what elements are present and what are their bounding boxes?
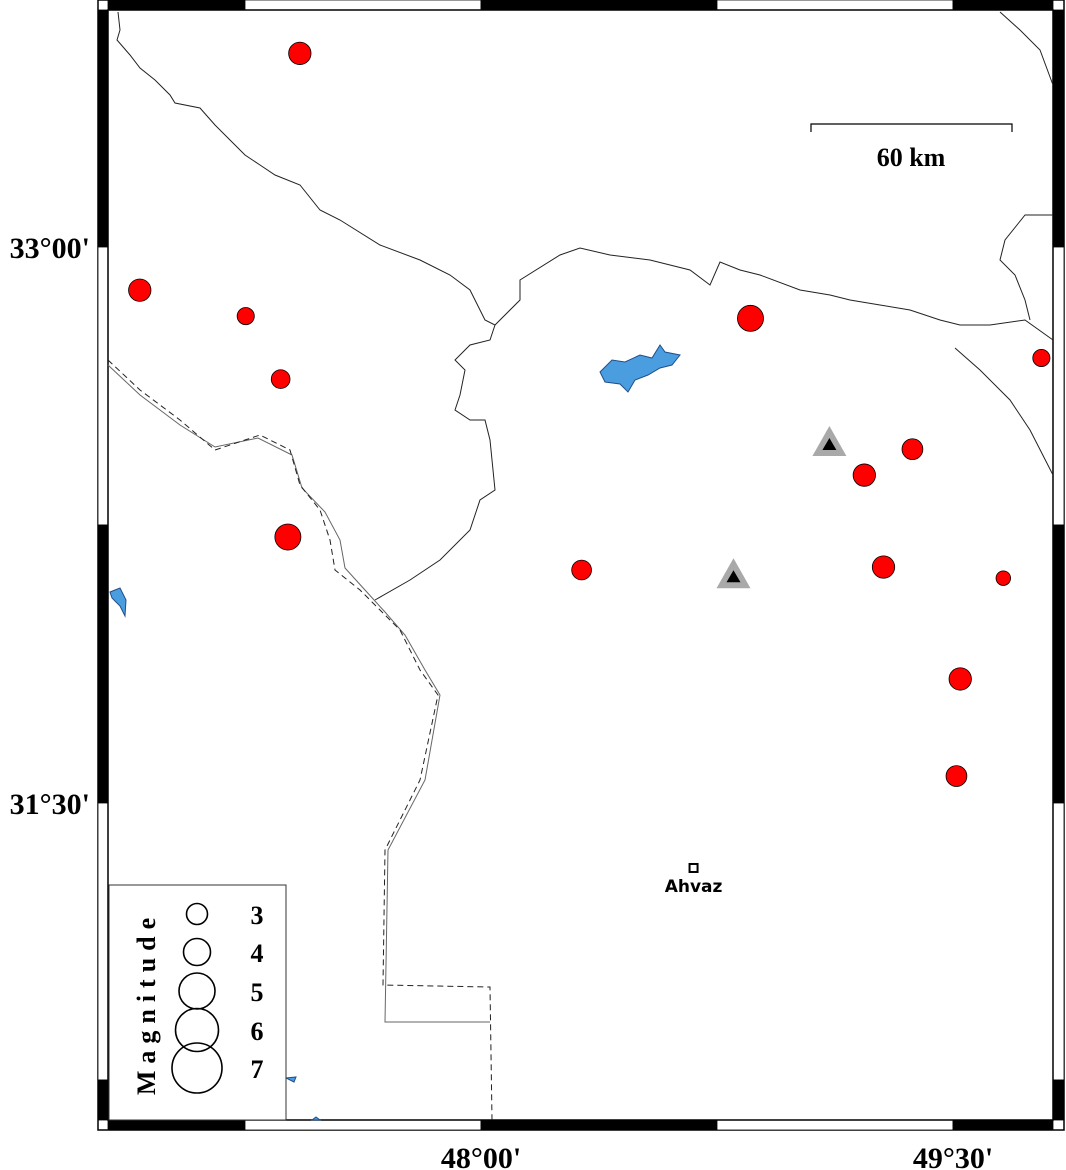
water-fragment <box>284 1076 297 1083</box>
boundaries <box>107 11 1054 1121</box>
water-bodies <box>109 344 681 1121</box>
scale-bar-label: 60 km <box>877 143 946 172</box>
magnitude-legend: Magnitude 3 4 5 6 7 <box>108 884 287 1121</box>
scale-bar-line <box>810 123 1013 132</box>
frame-band-left <box>97 9 109 248</box>
frame-band-top <box>952 0 1054 11</box>
earthquake-marker <box>901 438 924 461</box>
earthquake-marker <box>274 523 302 551</box>
cities: Ahvaz <box>665 862 723 897</box>
earthquake-events <box>128 41 1051 787</box>
province-border-west <box>107 364 490 1023</box>
frame-band-left <box>97 802 109 1081</box>
earthquake-marker <box>236 307 255 326</box>
legend-label: 4 <box>251 939 264 968</box>
city-label: Ahvaz <box>665 877 723 897</box>
legend-label: 5 <box>251 978 264 1007</box>
frame-band-left <box>97 1079 109 1121</box>
legend-label: 6 <box>251 1017 264 1046</box>
frame-band-right <box>1052 9 1065 248</box>
earthquake-marker <box>1032 349 1051 368</box>
frame-band-right <box>1052 246 1065 526</box>
station-inner-icon <box>726 570 741 583</box>
stations <box>716 425 847 589</box>
station-inner-icon <box>822 437 837 450</box>
x-tick-label: 49°30' <box>913 1142 993 1170</box>
frame-band-bottom <box>952 1119 1054 1131</box>
frame-band-top <box>716 0 954 11</box>
legend-circle <box>171 1042 223 1094</box>
province-border-ne2 <box>999 214 1053 321</box>
city-marker-icon <box>688 862 699 873</box>
river-fragment <box>109 587 127 618</box>
earthquake-marker <box>571 559 592 581</box>
earthquake-marker <box>270 369 291 389</box>
lake <box>599 344 681 393</box>
earthquake-marker <box>852 463 876 487</box>
frame-band-bottom <box>107 1119 246 1131</box>
water-fragment-2 <box>310 1116 322 1121</box>
frame-band-bottom <box>244 1119 482 1131</box>
frame-band-bottom <box>716 1119 954 1131</box>
province-border-east <box>954 347 1054 476</box>
earthquake-marker <box>995 570 1012 586</box>
earthquake-marker <box>945 765 968 787</box>
frame-band-bottom <box>480 1119 718 1131</box>
frame-band-right <box>1052 802 1065 1081</box>
earthquake-marker <box>288 41 312 65</box>
legend-label: 7 <box>251 1055 264 1084</box>
y-tick-label: 33°00' <box>10 232 90 265</box>
frame-band-left <box>97 524 109 804</box>
legend-circle <box>174 1007 220 1053</box>
x-tick-label: 48°00' <box>441 1142 521 1170</box>
y-tick-label: 31°30' <box>10 788 90 821</box>
earthquake-marker <box>871 555 896 579</box>
frame-band-right <box>1052 1079 1065 1121</box>
province-border-north <box>116 11 496 601</box>
frame-band-right <box>1052 524 1065 804</box>
earthquake-marker <box>948 667 972 691</box>
frame-band-top <box>480 0 718 11</box>
legend-label: 3 <box>251 901 264 930</box>
earthquake-marker <box>128 278 152 302</box>
legend-circle <box>185 902 209 926</box>
scale-bar: 60 km <box>810 123 1013 172</box>
frame-band-top <box>244 0 482 11</box>
frame-band-left <box>97 246 109 526</box>
frame-band-top <box>107 0 246 11</box>
legend-circle <box>182 937 212 967</box>
legend-title: Magnitude <box>132 911 161 1095</box>
province-border-ne <box>999 11 1054 86</box>
earthquake-marker <box>737 304 764 332</box>
province-border-top <box>494 247 1054 341</box>
